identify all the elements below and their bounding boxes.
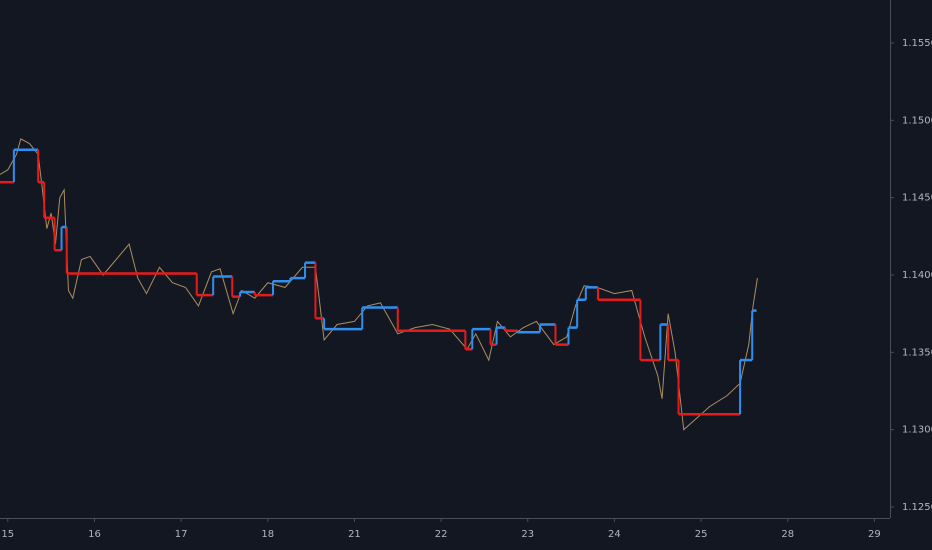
- x-tick-label: 18: [261, 529, 274, 540]
- x-tick-label: 25: [695, 529, 708, 540]
- x-tick-label: 24: [608, 529, 621, 540]
- x-tick-label: 21: [348, 529, 361, 540]
- x-tick-label: 23: [521, 529, 534, 540]
- y-tick-label: 1.15500: [902, 38, 932, 49]
- y-tick-label: 1.14500: [902, 193, 932, 204]
- y-tick-label: 1.13000: [902, 425, 932, 436]
- x-tick-label: 28: [781, 529, 794, 540]
- y-tick-label: 1.15000: [902, 115, 932, 126]
- y-tick-label: 1.13500: [902, 347, 932, 358]
- x-tick-label: 17: [175, 529, 188, 540]
- x-tick-label: 29: [868, 529, 881, 540]
- x-tick-label: 15: [1, 529, 14, 540]
- x-tick-label: 16: [88, 529, 101, 540]
- y-tick-label: 1.12500: [902, 502, 932, 513]
- y-tick-label: 1.14000: [902, 270, 932, 281]
- x-tick-label: 22: [435, 529, 448, 540]
